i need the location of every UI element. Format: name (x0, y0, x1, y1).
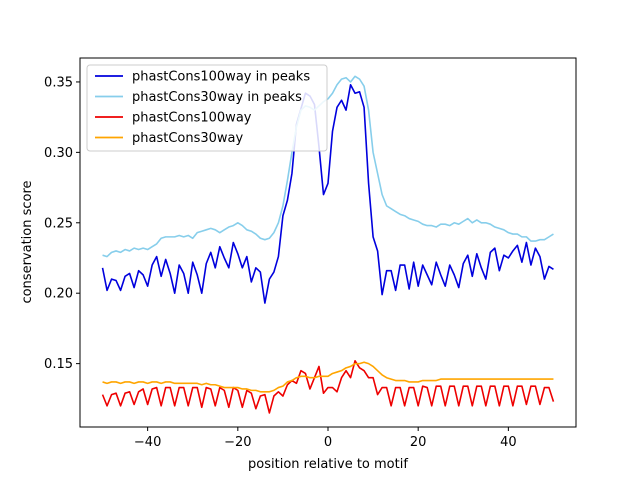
legend: phastCons100way in peaks phastCons30way i… (86, 64, 328, 152)
series-line-phastcons100way (101, 360, 555, 414)
x-tick-label: 20 (410, 435, 427, 450)
x-tick-label: −20 (224, 435, 251, 450)
y-axis-label: conservation score (20, 180, 35, 303)
series-line-phastcons100way-in-peaks (101, 83, 554, 304)
x-tick-label: 0 (324, 435, 332, 450)
x-axis-label: position relative to motif (248, 457, 408, 472)
y-tick-label: 0.20 (44, 287, 73, 302)
legend-label-phastcons30way-in-peaks: phastCons30way in peaks (132, 90, 302, 105)
y-tick-label: 0.30 (44, 146, 73, 161)
x-tick-label: 40 (500, 435, 517, 450)
y-tick-label: 0.35 (44, 75, 73, 90)
x-axis: −40 −20 0 20 40 (134, 427, 517, 450)
y-tick-label: 0.15 (44, 357, 73, 372)
y-axis: 0.15 0.20 0.25 0.30 0.35 (44, 75, 80, 372)
plot-lines (101, 75, 555, 414)
x-tick-label: −40 (134, 435, 161, 450)
legend-label-phastcons100way: phastCons100way (132, 111, 252, 126)
y-tick-label: 0.25 (44, 216, 73, 231)
legend-label-phastcons30way: phastCons30way (132, 131, 244, 146)
series-line-phastcons30way (102, 361, 554, 393)
series-line-phastcons30way-in-peaks (102, 75, 554, 258)
legend-label-phastcons100way-in-peaks: phastCons100way in peaks (132, 70, 310, 85)
legend-box (86, 64, 328, 152)
